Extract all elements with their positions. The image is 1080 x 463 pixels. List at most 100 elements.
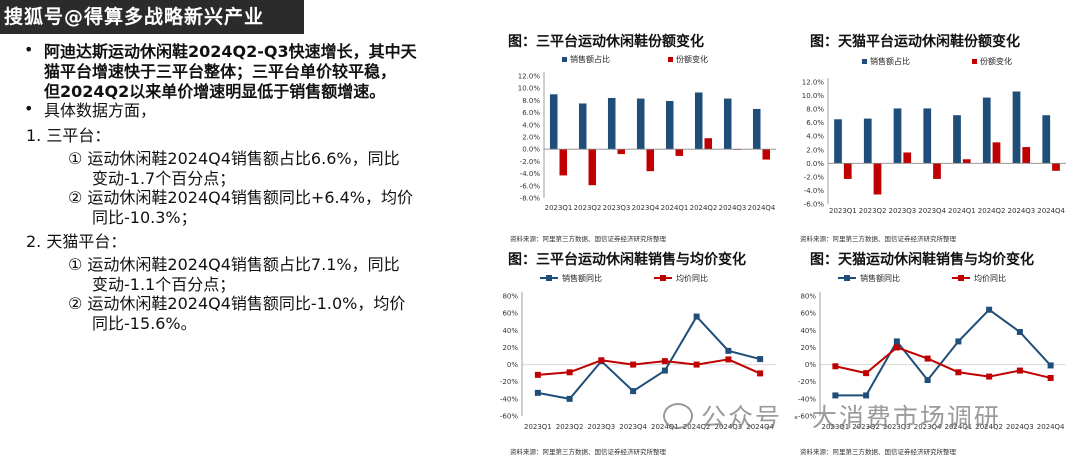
x-tick-label: 2023Q4 <box>918 207 946 215</box>
legend-label: 份额变化 <box>676 54 708 64</box>
section1-heading: 1. 三平台： <box>26 126 111 145</box>
y-tick-label: 20% <box>800 344 816 352</box>
x-tick-label: 2024Q4 <box>1037 423 1065 431</box>
x-tick-label: 2023Q2 <box>859 207 887 215</box>
y-tick-label: -8.0% <box>520 195 541 203</box>
legend-label: 销售额同比 <box>860 273 900 283</box>
y-tick-label: 2.0% <box>522 134 540 142</box>
bar-share <box>893 108 902 164</box>
y-tick-label: -60% <box>500 413 518 421</box>
legend-swatch <box>972 59 977 64</box>
x-tick-label: 2023Q4 <box>914 423 942 431</box>
point-sales-yoy <box>630 388 637 395</box>
y-tick-label: 0.0% <box>522 146 540 154</box>
point-price-yoy <box>924 355 931 362</box>
y-tick-label: 40% <box>800 327 816 335</box>
wechat-icon <box>663 403 693 429</box>
point-sales-yoy <box>1016 329 1023 335</box>
bar-share <box>723 98 732 150</box>
bar-share <box>1042 115 1051 164</box>
x-tick-label: 2024Q2 <box>978 207 1006 215</box>
y-tick-label: 12.0% <box>802 79 825 87</box>
point-sales-yoy <box>924 377 931 383</box>
chart-title: 图：天猫平台运动休闲鞋份额变化 <box>810 33 1020 50</box>
bar-share-change <box>962 159 971 164</box>
legend-swatch <box>562 57 567 62</box>
y-tick-label: -20% <box>500 378 518 386</box>
y-tick-label: 80% <box>800 293 816 301</box>
point-price-yoy <box>893 344 900 351</box>
s1-item1-line2: 变动-1.7个百分点； <box>92 169 236 188</box>
bar-share-change <box>559 149 568 176</box>
x-tick-label: 2024Q3 <box>1007 207 1035 215</box>
y-tick-label: 6.0% <box>522 109 540 117</box>
section2-heading: 2. 天猫平台： <box>26 232 127 251</box>
y-tick-label: 4.0% <box>806 133 824 141</box>
y-tick-label: 12.0% <box>518 73 541 81</box>
point-sales-yoy <box>534 389 541 396</box>
bar-share <box>982 97 991 164</box>
chart-source: 资料来源：阿里第三方数据、国信证券经济研究所整理 <box>800 447 957 456</box>
point-price-yoy <box>725 356 732 363</box>
point-sales-yoy <box>955 338 962 345</box>
point-sales-yoy <box>1047 362 1054 369</box>
point-sales-yoy <box>832 392 839 399</box>
bullet1-line1: 阿迪达斯运动休闲鞋2024Q2-Q3快速增长，其中天 <box>44 42 417 61</box>
x-tick-label: 2023Q1 <box>524 423 552 431</box>
point-price-yoy <box>661 358 668 365</box>
x-tick-label: 2024Q4 <box>748 204 776 212</box>
point-sales-yoy <box>757 356 764 363</box>
x-tick-label: 2023Q3 <box>587 423 615 431</box>
point-price-yoy <box>534 371 541 378</box>
x-tick-label: 2024Q4 <box>746 423 774 431</box>
footer-watermark-text: 公众号 · 大消费市场调研 <box>701 403 1001 432</box>
bar-share-change <box>617 149 626 155</box>
y-tick-label: 80% <box>502 293 518 301</box>
x-tick-label: 2024Q3 <box>719 204 747 212</box>
bar-share-change <box>843 163 852 179</box>
y-tick-label: -40% <box>500 395 518 403</box>
x-tick-label: 2023Q2 <box>574 204 602 212</box>
s1-item1-line1: ① 运动休闲鞋2024Q4销售额占比6.6%，同比 <box>68 149 400 168</box>
x-tick-label: 2023Q2 <box>852 423 880 431</box>
y-tick-label: 8.0% <box>522 97 540 105</box>
y-tick-label: -4.0% <box>520 170 541 178</box>
point-price-yoy <box>757 370 764 377</box>
legend-marker <box>958 275 964 281</box>
x-tick-label: 2024Q3 <box>714 423 742 431</box>
point-price-yoy <box>832 363 839 370</box>
legend-label: 销售额占比 <box>870 56 910 66</box>
point-price-yoy <box>1016 367 1023 374</box>
x-tick-label: 2023Q1 <box>821 423 849 431</box>
y-tick-label: 10.0% <box>802 92 825 100</box>
x-tick-label: 2024Q2 <box>690 204 718 212</box>
y-tick-label: 0% <box>507 361 518 369</box>
line-price-yoy <box>537 358 761 376</box>
x-tick-label: 2023Q3 <box>888 207 916 215</box>
y-tick-label: 20% <box>502 344 518 352</box>
bar-share <box>923 108 932 164</box>
x-tick-label: 2023Q4 <box>632 204 660 212</box>
x-tick-label: 2023Q3 <box>883 423 911 431</box>
point-price-yoy <box>630 361 637 368</box>
point-sales-yoy <box>725 347 732 354</box>
y-tick-label: 60% <box>502 310 518 318</box>
legend-label: 销售额同比 <box>562 273 602 283</box>
bar-share-change <box>704 138 713 150</box>
bar-share <box>1012 91 1021 164</box>
bar-share <box>953 115 961 164</box>
legend-swatch <box>862 59 867 64</box>
chart-title: 图：天猫运动休闲鞋销售与均价变化 <box>810 251 1034 268</box>
point-price-yoy <box>566 369 573 376</box>
x-tick-label: 2024Q2 <box>975 423 1003 431</box>
line-sales-yoy <box>835 308 1052 397</box>
legend-label: 销售额占比 <box>570 54 610 64</box>
s2-item1-line2: 变动-1.1个百分点； <box>92 275 236 294</box>
legend-label: 均价同比 <box>676 273 708 283</box>
y-tick-label: -6.0% <box>804 201 825 209</box>
bar-share-change <box>675 149 684 156</box>
point-sales-yoy <box>693 313 700 320</box>
bar-share <box>607 97 616 150</box>
bullet1-line3: 但2024Q2以来单价增速明显低于销售额增速。 <box>44 82 386 101</box>
bar-share <box>752 108 761 150</box>
